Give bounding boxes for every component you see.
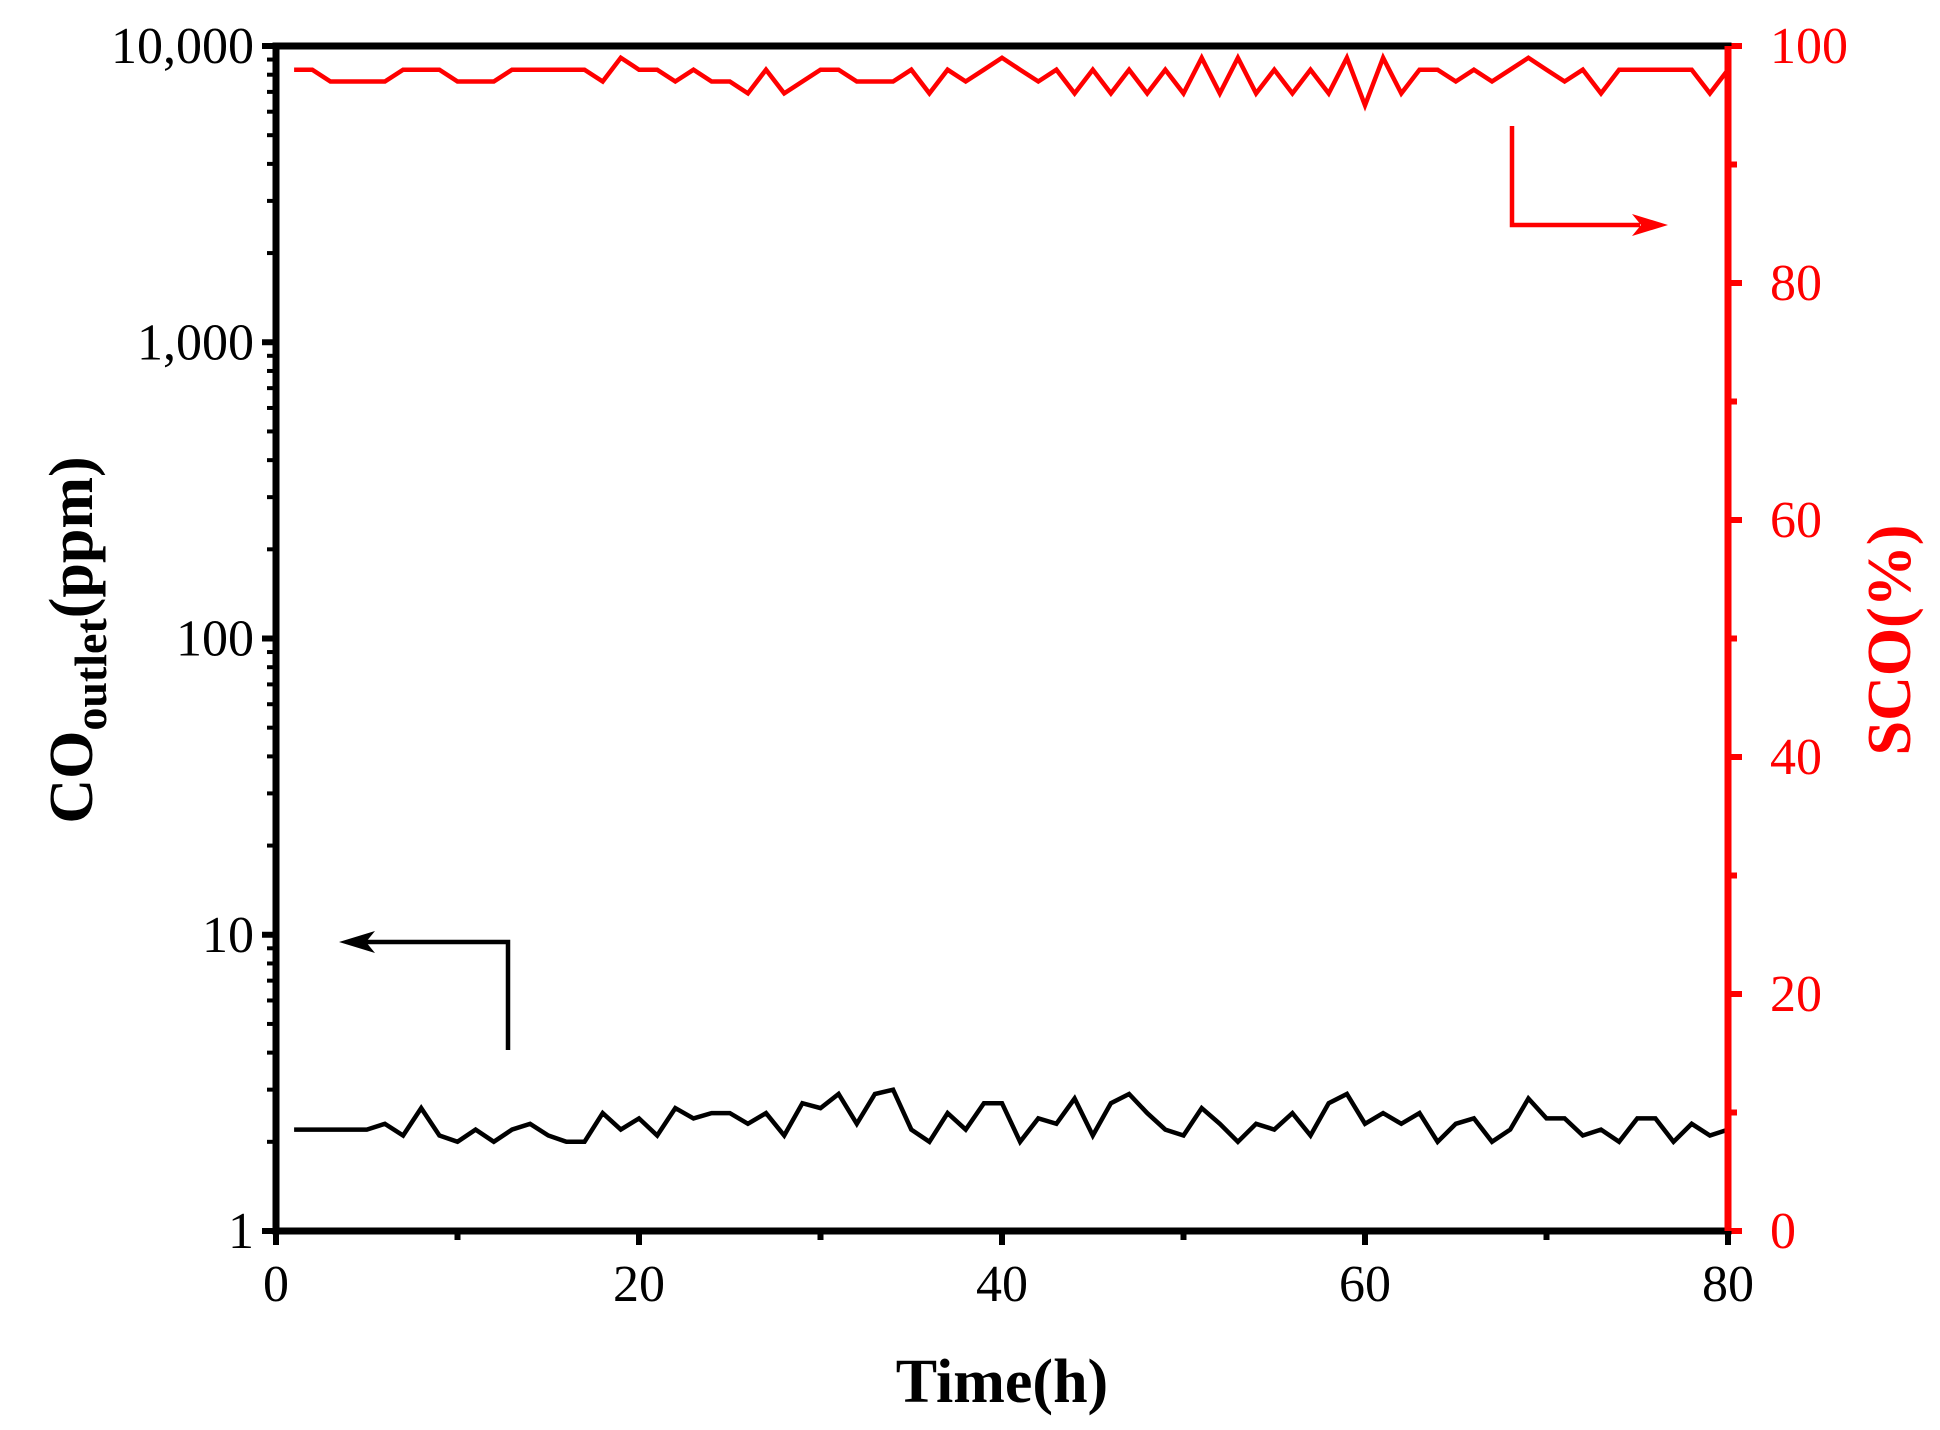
right-axis-arrow-head <box>1632 214 1668 236</box>
right-y-tick-label: 80 <box>1770 255 1822 312</box>
left-axis-arrow-line <box>365 939 511 1050</box>
right-y-tick-label: 40 <box>1770 729 1822 786</box>
x-tick-label: 20 <box>613 1256 665 1313</box>
left-y-tick-label: 1 <box>228 1203 254 1260</box>
left-y-tick-label: 100 <box>176 611 254 668</box>
right-y-tick-label: 100 <box>1770 18 1848 75</box>
right-y-tick-label: 20 <box>1770 966 1822 1023</box>
left-axis-title-sub: outlet <box>65 618 116 731</box>
right-y-tick-label: 60 <box>1770 492 1822 549</box>
x-tick-label: 40 <box>976 1256 1028 1313</box>
left-y-tick-label: 1,000 <box>137 314 254 371</box>
x-tick-label: 80 <box>1702 1256 1754 1313</box>
left-axis-title-unit: (ppm) <box>38 456 106 618</box>
annotations-layer <box>339 126 1668 1050</box>
left-y-tick-label: 10 <box>202 907 254 964</box>
left-axis-title-main: CO <box>38 731 106 824</box>
x-axis-title: Time(h) <box>896 1348 1108 1416</box>
ticks-layer: 0 20 40 60 80 1 10 100 1,000 10,000 0 20 40 60 80 100 <box>111 18 1848 1313</box>
left-axis-arrow-head <box>339 931 375 953</box>
series-layer <box>294 52 1730 1147</box>
sco-series-line <box>294 52 1730 112</box>
left-y-tick-label: 10,000 <box>111 18 254 75</box>
right-y-tick-label: 0 <box>1770 1203 1796 1260</box>
x-tick-label: 0 <box>263 1256 289 1313</box>
right-axis-title: SCO(%) <box>1856 525 1924 756</box>
right-axis-arrow-line <box>1509 126 1640 228</box>
co-outlet-series-line <box>294 1087 1729 1147</box>
x-tick-label: 60 <box>1339 1256 1391 1313</box>
left-axis-title: COoutlet(ppm) <box>38 456 116 823</box>
